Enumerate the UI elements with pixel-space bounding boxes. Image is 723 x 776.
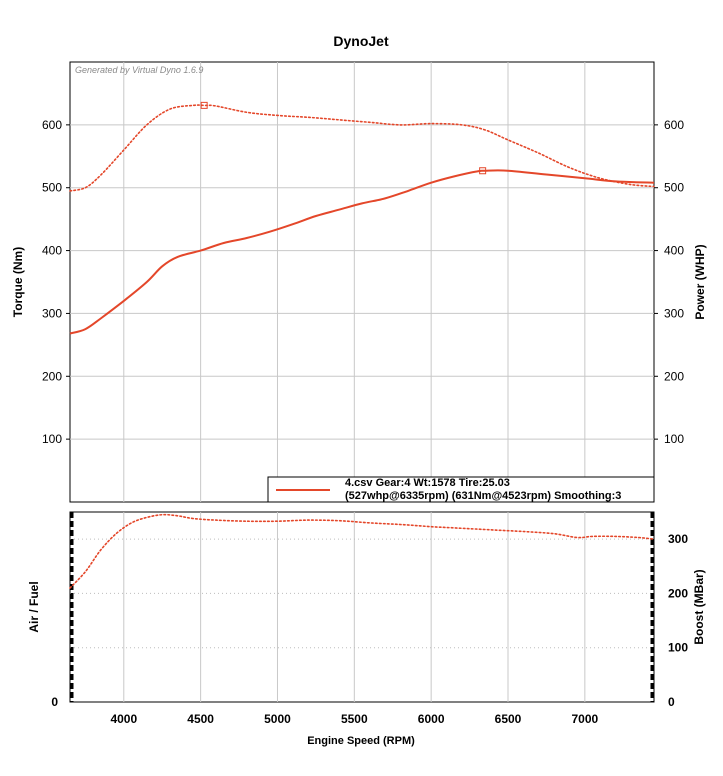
boost-tick-label: 0 [668,695,675,709]
boost-curve [69,513,655,589]
torque-tick-label: 100 [42,432,62,446]
lower-gridlines [70,512,654,702]
rpm-tick-labels: 4000 4500 5000 5500 6000 6500 7000 [110,712,598,726]
torque-tick-label: 200 [42,369,62,383]
power-tick-label: 100 [664,432,684,446]
chart-title: DynoJet [333,33,389,49]
lower-plot-frame [69,511,655,703]
upper-plot-area: 100 200 300 400 500 600 100 200 300 400 500 600 Ge… [42,61,684,503]
boost-axis-label: Boost (MBar) [692,569,706,644]
power-tick-label: 200 [664,369,684,383]
airfuel-tick-labels: 0 [51,695,58,709]
torque-curve [69,104,655,192]
rpm-axis-label: Engine Speed (RPM) [307,735,415,747]
torque-peak-marker [200,101,208,109]
upper-plot-frame [69,61,655,503]
power-curve [69,169,655,335]
lower-plot-area: 0 100 200 300 0 [51,511,688,709]
legend: 4.csv Gear:4 Wt:1578 Tire:25.03 (527whp@… [267,476,655,503]
rpm-tick-label: 4500 [187,712,214,726]
torque-tick-label: 400 [42,244,62,258]
torque-tick-labels: 100 200 300 400 500 600 [42,118,62,446]
legend-box [267,476,655,503]
power-tick-labels: 100 200 300 400 500 600 [664,118,684,446]
boost-tick-labels: 0 100 200 300 [668,532,688,709]
power-tick-label: 300 [664,306,684,320]
rpm-tick-label: 4000 [110,712,137,726]
power-axis-label: Power (WHP) [693,244,707,319]
upper-gridlines [70,62,654,502]
power-tick-label: 600 [664,118,684,132]
airfuel-tick-label: 0 [51,695,58,709]
upper-tick-marks [66,124,658,440]
power-peak-marker [479,167,487,175]
upper-series-group [69,101,655,335]
legend-line-1: 4.csv Gear:4 Wt:1578 Tire:25.03 [345,477,510,489]
rpm-tick-label: 6000 [418,712,445,726]
boost-tick-label: 100 [668,641,688,655]
power-tick-label: 400 [664,244,684,258]
rpm-tick-label: 6500 [495,712,522,726]
rpm-tick-label: 7000 [571,712,598,726]
boost-tick-label: 200 [668,586,688,600]
watermark-text: Generated by Virtual Dyno 1.6.9 [75,65,203,75]
torque-tick-label: 500 [42,181,62,195]
torque-tick-label: 600 [42,118,62,132]
boost-tick-label: 300 [668,532,688,546]
airfuel-axis-label: Air / Fuel [27,581,41,632]
legend-line-2: (527whp@6335rpm) (631Nm@4523rpm) Smoothi… [345,490,621,502]
torque-tick-label: 300 [42,306,62,320]
rpm-tick-label: 5500 [341,712,368,726]
lower-series-group [69,513,655,589]
rpm-tick-label: 5000 [264,712,291,726]
power-tick-label: 500 [664,181,684,195]
torque-axis-label: Torque (Nm) [11,247,25,317]
